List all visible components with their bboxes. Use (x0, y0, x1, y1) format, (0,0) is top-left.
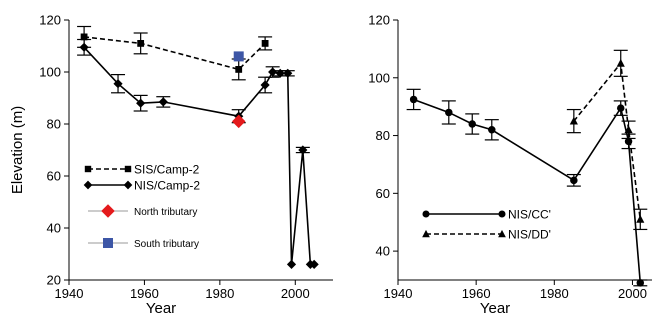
legend-marker (84, 165, 92, 173)
y-tick-label: 60 (376, 186, 390, 201)
series-1 (77, 25, 273, 81)
data-point (233, 51, 244, 62)
y-tick-label: 20 (47, 273, 61, 288)
y-tick-label: 40 (47, 221, 61, 236)
data-point (636, 214, 645, 223)
legend-label: SIS/Camp-2 (134, 163, 200, 177)
x-tick-label: 1940 (55, 286, 84, 301)
y-tick-label: 120 (39, 13, 61, 28)
legend: SIS/Camp-2 NIS/Camp-2 North tributary South… (83, 163, 200, 250)
legend-label: North tributary (134, 207, 197, 218)
data-point (409, 95, 418, 104)
legend-marker (422, 210, 430, 218)
data-point (570, 176, 578, 185)
x-tick-label: 1940 (384, 286, 413, 301)
data-point (636, 279, 645, 287)
x-tick-label: 2000 (281, 286, 310, 301)
y-tick-label: 100 (368, 70, 390, 85)
data-point (275, 68, 285, 78)
data-point (113, 79, 123, 89)
y-tick-label: 40 (376, 244, 390, 259)
y-tick-label: 120 (368, 13, 390, 28)
data-point (260, 80, 270, 90)
data-point (616, 58, 625, 67)
data-point (569, 116, 578, 125)
data-point (445, 108, 453, 117)
legend-marker (103, 238, 113, 248)
y-tick-label: 60 (47, 169, 61, 184)
elevation-chart-cross-sections: 1940 1960 1980 2000406080100120YearNIS/CC'N… (368, 13, 652, 317)
series-line (83, 36, 266, 71)
legend-marker (498, 210, 506, 218)
legend-label: NIS/Camp-2 (134, 179, 200, 193)
legend-marker (124, 165, 132, 173)
data-point (488, 126, 496, 134)
data-point (158, 97, 168, 107)
data-point (80, 33, 88, 41)
x-tick-label: 1980 (205, 286, 234, 301)
legend-marker (123, 180, 133, 190)
x-tick-label: 2000 (618, 286, 647, 301)
data-point (231, 114, 246, 129)
series-2 (77, 38, 319, 269)
data-point (268, 67, 278, 77)
legend-marker (83, 180, 93, 190)
y-axis-label: Elevation (m) (9, 106, 26, 194)
series-line (413, 98, 642, 283)
data-point (616, 104, 625, 112)
legend-label: NIS/CC' (508, 208, 551, 222)
y-tick-label: 100 (39, 65, 61, 80)
elevation-chart-camp2: 1940 1960 1980 2000 20 40 60 80 100 120 Year Elevat… (9, 13, 333, 317)
series-3 (231, 114, 246, 129)
series-1 (406, 88, 648, 287)
y-tick-label: 80 (47, 117, 61, 132)
series-4 (233, 51, 244, 62)
data-point (298, 145, 308, 155)
legend-label: South tributary (134, 239, 199, 250)
data-point (283, 68, 293, 78)
series-2 (566, 49, 648, 231)
data-point (235, 66, 243, 73)
data-point (468, 120, 476, 128)
data-point (136, 98, 146, 108)
data-point (137, 40, 145, 47)
x-tick-label: 1980 (540, 286, 569, 301)
y-tick-label: 80 (376, 128, 390, 143)
x-tick-label: 1960 (462, 286, 491, 301)
legend-marker (101, 204, 115, 218)
legend: NIS/CC' NIS/DD' (422, 208, 551, 242)
x-tick-label: 1960 (130, 286, 159, 301)
x-axis-label: Year (480, 300, 510, 317)
data-point (624, 125, 633, 134)
data-point (286, 259, 297, 269)
series-line (573, 61, 642, 220)
legend-marker (498, 229, 506, 238)
data-point (261, 40, 269, 47)
legend-label: NIS/DD' (508, 228, 551, 242)
legend-marker (422, 229, 430, 238)
data-point (79, 42, 89, 52)
x-axis-label: Year (146, 300, 176, 317)
data-point (309, 259, 319, 269)
